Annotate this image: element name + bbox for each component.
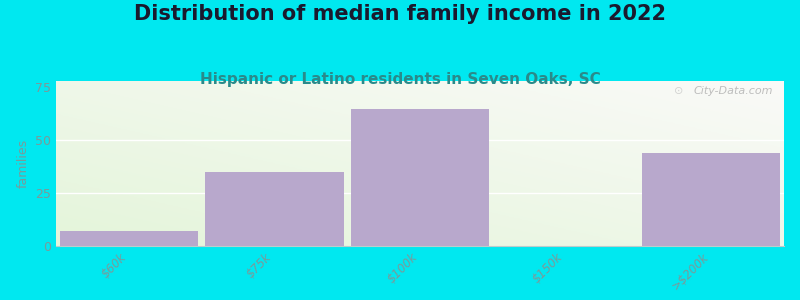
Text: Hispanic or Latino residents in Seven Oaks, SC: Hispanic or Latino residents in Seven Oa… (200, 72, 600, 87)
Bar (206, 172, 343, 246)
Text: Distribution of median family income in 2022: Distribution of median family income in … (134, 4, 666, 25)
Bar (642, 153, 780, 246)
Text: City-Data.com: City-Data.com (694, 86, 773, 96)
Y-axis label: families: families (17, 139, 30, 188)
Bar (351, 109, 489, 246)
Bar (60, 231, 198, 246)
Text: ⊙: ⊙ (674, 86, 683, 96)
